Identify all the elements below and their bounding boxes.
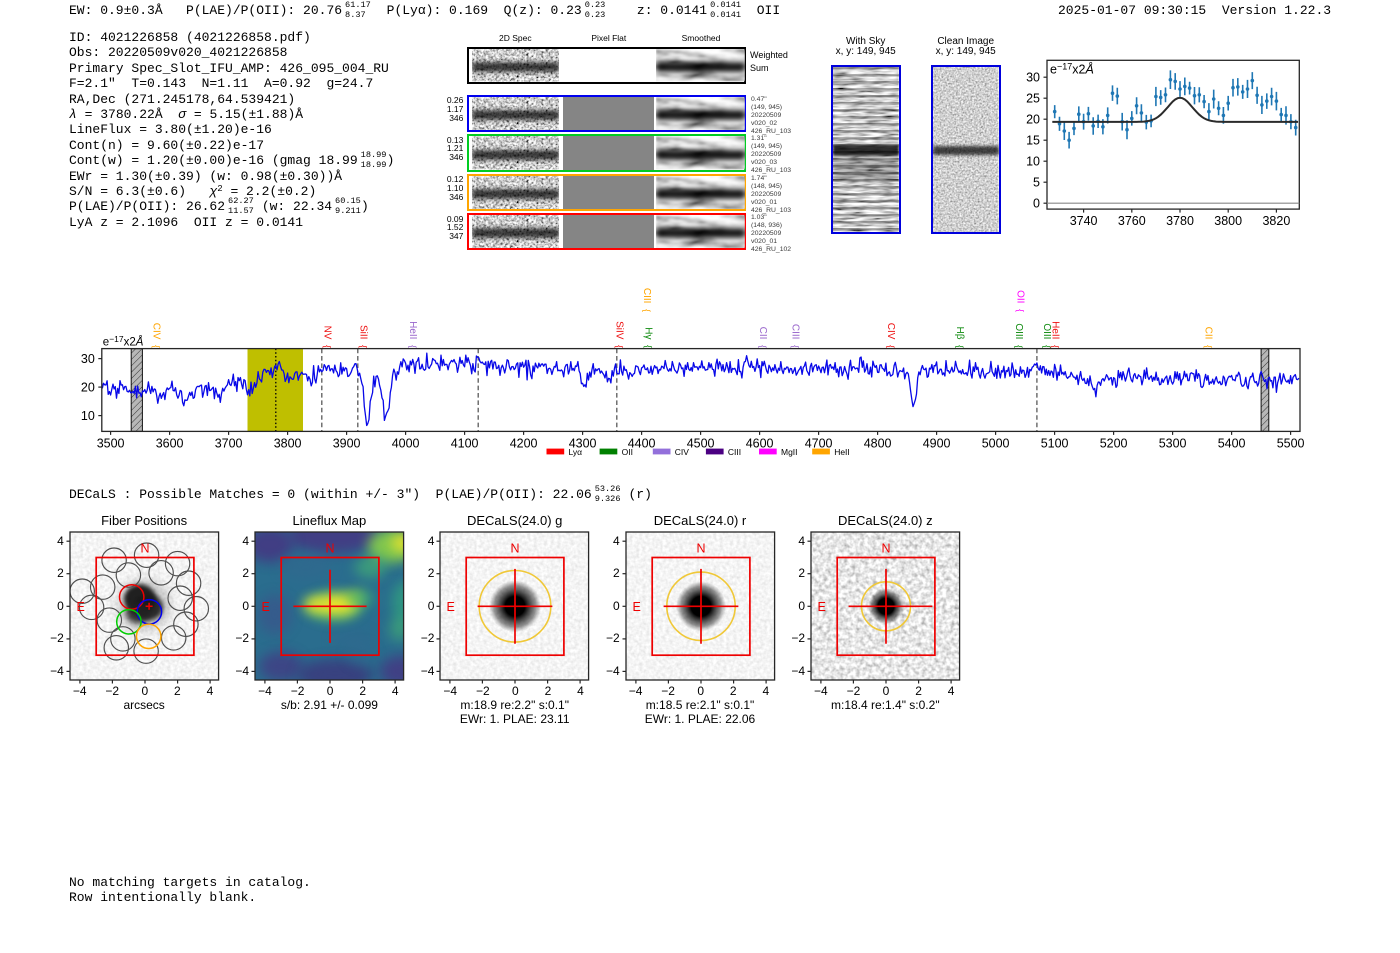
svg-text:N: N [696,542,705,556]
svg-text:CIV {: CIV { [150,323,161,348]
svg-text:OIII {: OIII { [1041,323,1052,348]
svg-text:30: 30 [81,352,95,366]
svg-text:OII: OII [622,447,633,457]
svg-text:0: 0 [1033,196,1040,210]
svg-text:30: 30 [1026,70,1040,84]
svg-text:N: N [511,542,520,556]
svg-text:3600: 3600 [156,436,184,450]
svg-text:E: E [447,600,455,614]
svg-text:MgII: MgII [781,447,798,457]
svg-text:e−17x2Å: e−17x2Å [103,334,144,349]
svg-text:4600: 4600 [746,436,774,450]
svg-text:N: N [326,542,335,556]
svg-text:SiII {: SiII { [357,325,368,348]
svg-text:SiIV {: SiIV { [614,321,625,348]
svg-text:4100: 4100 [451,436,479,450]
svg-text:5500: 5500 [1277,436,1305,450]
svg-text:NV {: NV { [321,326,332,349]
svg-text:CIV {: CIV { [885,323,896,348]
svg-text:4900: 4900 [923,436,951,450]
svg-text:E: E [632,600,640,614]
svg-text:3780: 3780 [1166,214,1194,228]
svg-text:15: 15 [1026,133,1040,147]
svg-text:CIII {: CIII { [789,324,800,348]
svg-text:E: E [818,600,826,614]
svg-text:4500: 4500 [687,436,715,450]
svg-text:4300: 4300 [569,436,597,450]
svg-text:N: N [140,542,149,556]
svg-text:HeII {: HeII { [407,321,418,348]
svg-text:3740: 3740 [1070,214,1098,228]
svg-text:Lyα: Lyα [569,447,583,457]
svg-text:3700: 3700 [215,436,243,450]
svg-text:CIV: CIV [675,447,690,457]
svg-text:4400: 4400 [628,436,656,450]
svg-text:Hβ {: Hβ { [954,326,965,348]
svg-text:5100: 5100 [1041,436,1069,450]
svg-text:3500: 3500 [97,436,125,450]
svg-text:5000: 5000 [982,436,1010,450]
svg-text:10: 10 [1026,154,1040,168]
svg-text:CIII {: CIII { [641,288,652,312]
svg-text:5300: 5300 [1159,436,1187,450]
svg-text:5: 5 [1033,175,1040,189]
svg-text:10: 10 [81,409,95,423]
svg-text:4000: 4000 [392,436,420,450]
svg-text:3800: 3800 [274,436,302,450]
svg-text:3760: 3760 [1118,214,1146,228]
svg-text:3800: 3800 [1214,214,1242,228]
svg-text:25: 25 [1026,91,1040,105]
svg-text:E: E [76,600,84,614]
svg-text:HeII {: HeII { [1050,321,1061,348]
svg-text:20: 20 [81,380,95,394]
svg-text:4800: 4800 [864,436,892,450]
svg-text:CII {: CII { [757,327,768,348]
svg-text:HeII: HeII [834,447,850,457]
svg-text:3820: 3820 [1262,214,1290,228]
svg-text:N: N [881,542,890,556]
svg-text:20: 20 [1026,112,1040,126]
svg-text:CII {: CII { [1202,327,1213,348]
svg-text:5400: 5400 [1218,436,1246,450]
svg-text:e−17x2Å: e−17x2Å [1050,61,1094,76]
svg-text:5200: 5200 [1100,436,1128,450]
svg-text:OII {: OII { [1015,290,1026,312]
svg-text:CIII: CIII [728,447,741,457]
svg-text:4700: 4700 [805,436,833,450]
svg-text:OIII {: OIII { [1013,323,1024,348]
svg-text:Hγ {: Hγ { [642,327,653,348]
svg-text:4200: 4200 [510,436,538,450]
svg-text:3900: 3900 [333,436,361,450]
svg-text:E: E [262,600,270,614]
